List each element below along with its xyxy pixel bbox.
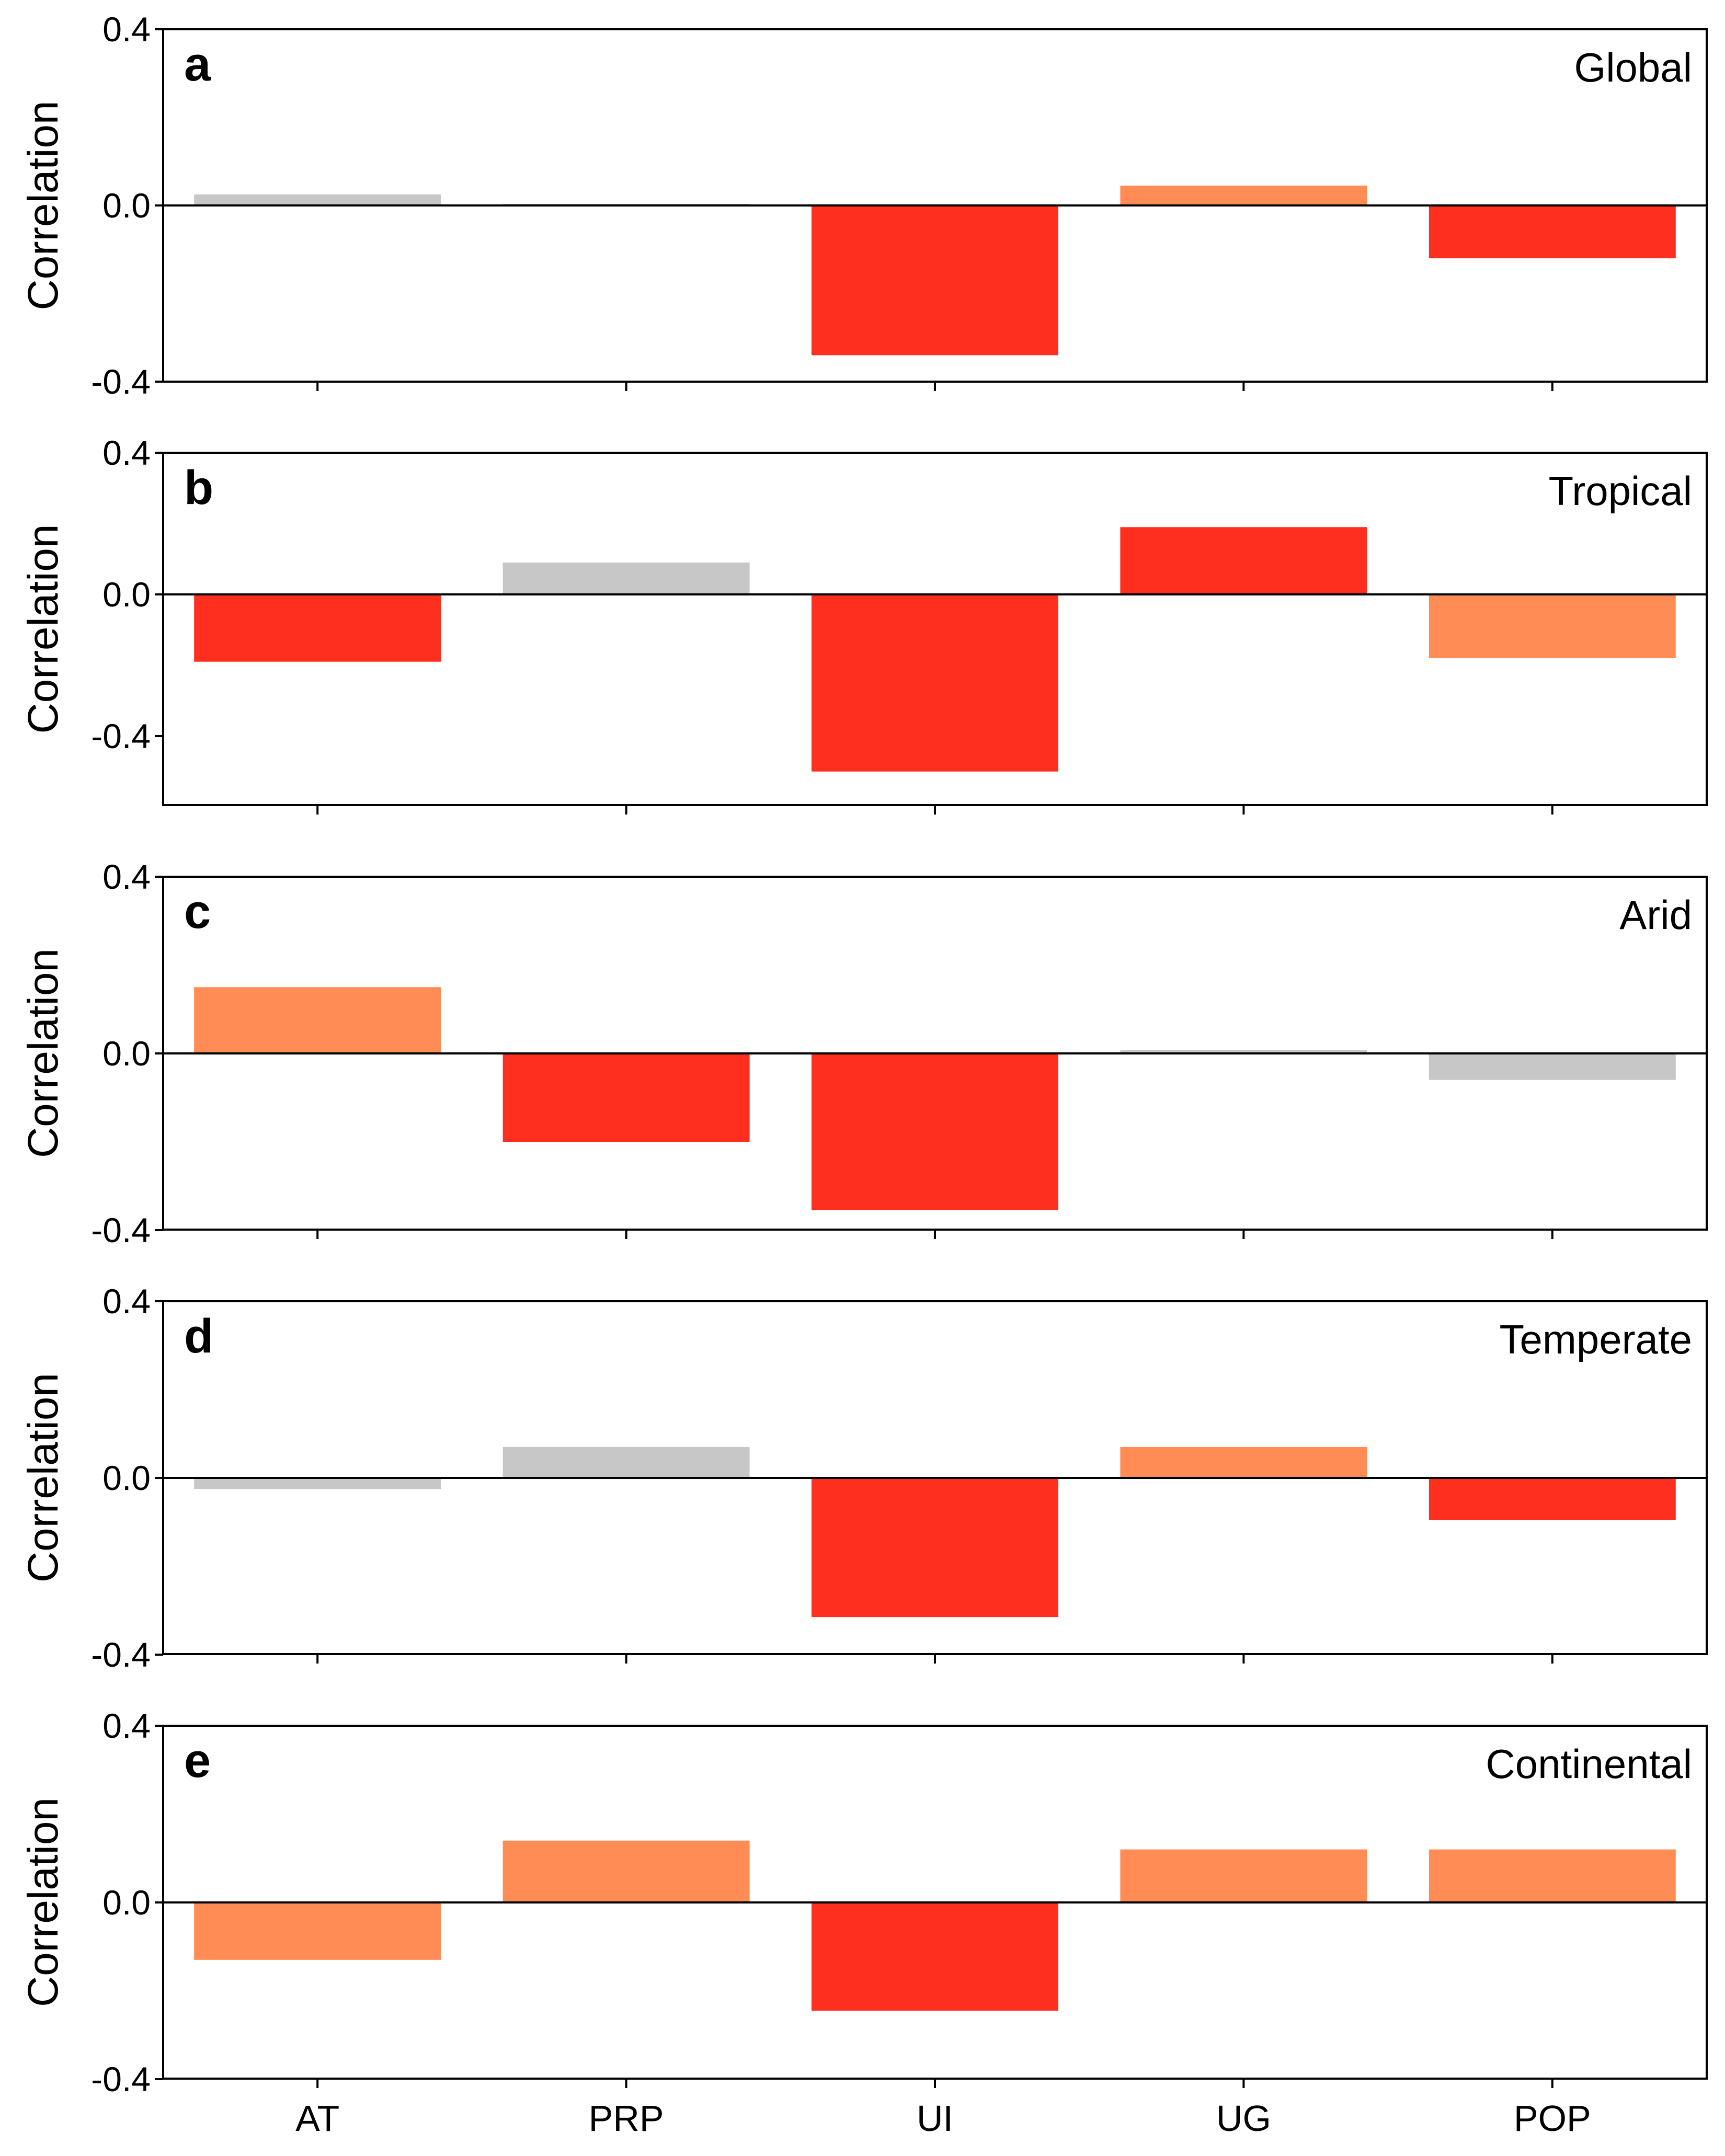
y-tick-label: 0.0 — [102, 1459, 151, 1497]
x-tick-label-ui: UI — [917, 2098, 953, 2139]
y-tick-label: -0.4 — [91, 362, 151, 401]
bar-e-prp — [502, 1840, 750, 1902]
bar-b-ug — [1120, 527, 1367, 594]
bar-e-ug — [1120, 1849, 1367, 1902]
x-tick-label-at: AT — [295, 2098, 339, 2139]
panel-title: Temperate — [1499, 1316, 1692, 1362]
bar-d-ug — [1120, 1447, 1367, 1478]
panel-letter: e — [184, 1734, 211, 1787]
bar-b-pop — [1429, 594, 1676, 658]
panel-d: 0.4 0.0 -0.4 Correlation d Temperate — [19, 1282, 1708, 1674]
bar-c-ui — [812, 1053, 1058, 1210]
panel-e: 0.4 0.0 -0.4 AT PRP UI UG POP Correlation e Contin… — [19, 1706, 1708, 2139]
y-axis-label: Correlation — [19, 1373, 67, 1582]
y-axis-label: Correlation — [19, 100, 67, 310]
bar-a-ui — [812, 205, 1058, 355]
y-tick-label: 0.4 — [102, 1282, 151, 1321]
y-tick-label: 0.0 — [102, 186, 151, 225]
y-axis-label: Correlation — [19, 948, 67, 1158]
y-tick-label: 0.4 — [102, 1706, 151, 1745]
bar-c-prp — [502, 1053, 750, 1142]
y-tick-label: -0.4 — [91, 717, 151, 755]
bar-e-ui — [812, 1902, 1058, 2011]
panel-letter: b — [184, 461, 213, 514]
panel-title: Continental — [1486, 1741, 1692, 1787]
bar-a-pop — [1429, 205, 1676, 259]
bar-b-ui — [812, 594, 1058, 772]
y-tick-label: 0.0 — [102, 1034, 151, 1073]
x-tick-label-ug: UG — [1216, 2098, 1271, 2139]
panel-letter: c — [184, 885, 211, 938]
panel-title: Global — [1574, 44, 1692, 90]
bar-d-ui — [812, 1478, 1058, 1618]
panel-c: 0.4 0.0 -0.4 Correlation c Arid — [19, 857, 1708, 1249]
bar-e-at — [194, 1902, 441, 1960]
bar-e-pop — [1429, 1849, 1676, 1902]
bar-b-at — [194, 594, 441, 662]
bar-c-ug — [1120, 1050, 1367, 1053]
y-tick-label: -0.4 — [91, 2060, 151, 2098]
panel-b: 0.4 0.0 -0.4 Correlation b Tropical — [19, 433, 1708, 815]
y-tick-label: -0.4 — [91, 1635, 151, 1674]
bar-a-at — [194, 194, 441, 205]
panel-a: 0.4 0.0 -0.4 Correlation a Global — [19, 10, 1708, 401]
bar-a-ug — [1120, 186, 1367, 205]
y-tick-label: -0.4 — [91, 1211, 151, 1249]
y-axis-label: Correlation — [19, 524, 67, 733]
panel-letter: a — [184, 38, 211, 91]
bar-c-at — [194, 987, 441, 1053]
bar-b-prp — [502, 563, 750, 594]
x-tick-label-prp: PRP — [589, 2098, 664, 2139]
panel-title: Arid — [1619, 892, 1692, 938]
bar-c-pop — [1429, 1053, 1676, 1080]
y-tick-label: 0.4 — [102, 857, 151, 896]
panel-title: Tropical — [1548, 468, 1692, 514]
panel-letter: d — [184, 1310, 213, 1363]
y-tick-label: 0.4 — [102, 433, 151, 472]
y-tick-label: 0.0 — [102, 1883, 151, 1922]
bar-d-pop — [1429, 1478, 1676, 1520]
y-tick-label: 0.0 — [102, 575, 151, 614]
y-axis-label: Correlation — [19, 1797, 67, 2007]
bar-d-at — [194, 1478, 441, 1489]
bar-d-prp — [502, 1447, 750, 1478]
x-tick-label-pop: POP — [1514, 2098, 1591, 2139]
y-tick-label: 0.4 — [102, 10, 151, 49]
